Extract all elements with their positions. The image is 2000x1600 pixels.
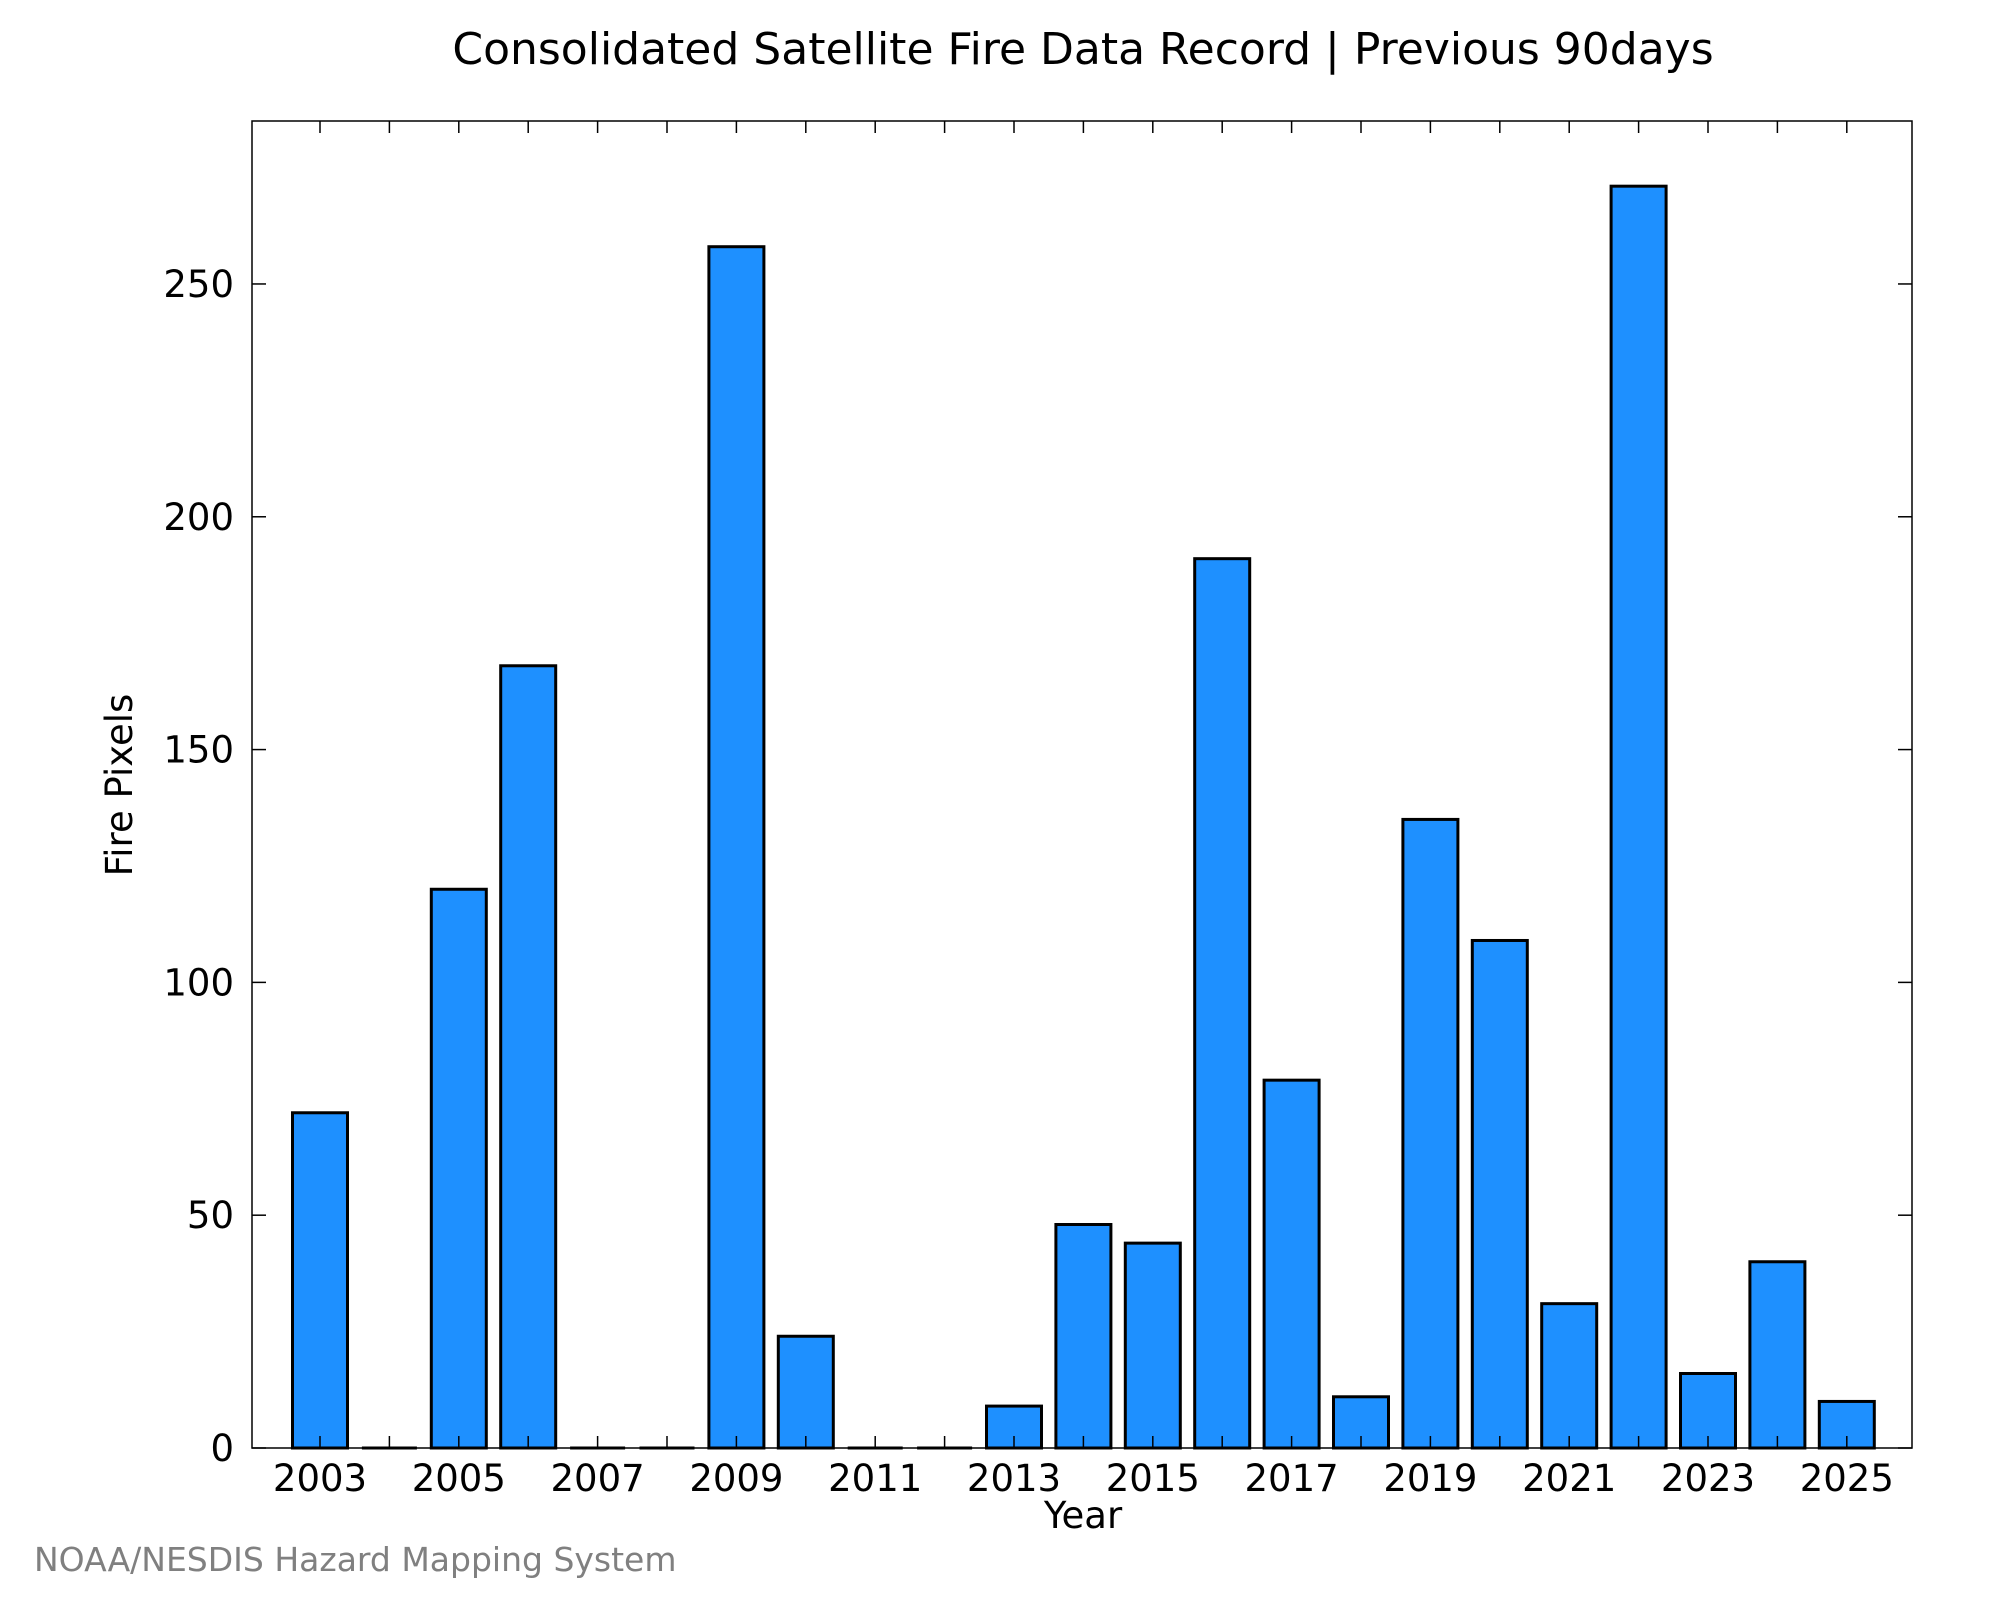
y-tick-label-200: 200 (163, 496, 234, 539)
chart-title: Consolidated Satellite Fire Data Record … (452, 24, 1713, 75)
bar-2016 (1193, 557, 1252, 1450)
x-axis: 2003 2005 2007 2009 2011 2013 2015 2017 2019 2021… (273, 121, 1894, 1500)
x-tick-label-2013: 2013 (967, 1457, 1061, 1500)
bar-2019 (1401, 817, 1460, 1450)
y-tick-label-150: 150 (163, 729, 234, 772)
bar-2003 (291, 1111, 349, 1450)
bar-2005 (429, 887, 488, 1450)
bar-2024 (1748, 1260, 1807, 1450)
credit-text: NOAA/NESDIS Hazard Mapping System (34, 1540, 677, 1579)
bar-2010 (776, 1334, 835, 1450)
y-axis: 0 50 100 150 200 250 (163, 263, 1912, 1470)
y-tick-label-100: 100 (163, 961, 234, 1004)
x-tick-label-2019: 2019 (1383, 1457, 1477, 1500)
y-axis-label: Fire Pixels (98, 694, 141, 877)
bar-2015 (1123, 1241, 1182, 1450)
plot-frame (251, 120, 1913, 1449)
bar-2017 (1262, 1078, 1321, 1450)
x-axis-label: Year (1043, 1494, 1123, 1537)
bar-2014 (1054, 1223, 1113, 1450)
bar-2006 (499, 664, 558, 1450)
x-tick-label-2003: 2003 (273, 1457, 367, 1500)
x-tick-label-2025: 2025 (1800, 1457, 1894, 1500)
bar-2022 (1609, 184, 1668, 1450)
bar-2025 (1817, 1399, 1876, 1450)
x-tick-label-2017: 2017 (1245, 1457, 1339, 1500)
x-tick-label-2009: 2009 (689, 1457, 783, 1500)
bar-2020 (1470, 938, 1529, 1450)
x-tick-label-2021: 2021 (1522, 1457, 1616, 1500)
y-tick-label-0: 0 (210, 1427, 234, 1470)
y-tick-label-50: 50 (187, 1194, 234, 1237)
bar-2009 (707, 245, 766, 1450)
x-tick-label-2005: 2005 (412, 1457, 506, 1500)
x-tick-label-2011: 2011 (828, 1457, 922, 1500)
bar-2023 (1679, 1372, 1737, 1450)
x-tick-label-2015: 2015 (1106, 1457, 1200, 1500)
x-tick-label-2007: 2007 (551, 1457, 645, 1500)
bar-2021 (1540, 1302, 1599, 1450)
y-tick-label-250: 250 (163, 263, 234, 306)
chart-marks (291, 184, 1876, 1450)
x-tick-label-2023: 2023 (1661, 1457, 1755, 1500)
